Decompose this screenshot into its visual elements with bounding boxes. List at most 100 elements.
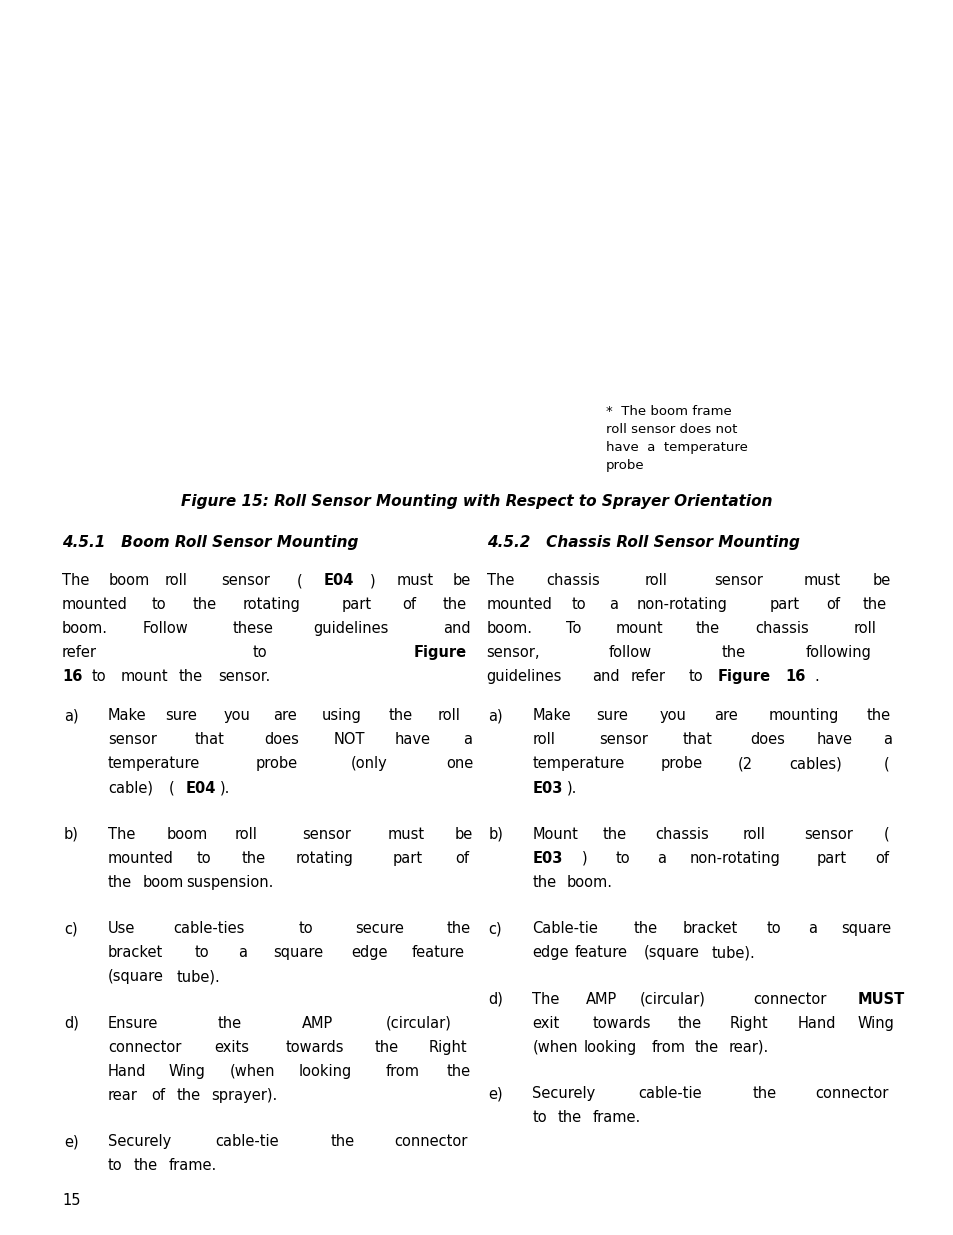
Text: following: following (804, 645, 870, 661)
Text: (when: (when (532, 1040, 578, 1055)
Text: be: be (455, 827, 473, 842)
Text: (square: (square (108, 969, 164, 984)
Text: mounted: mounted (486, 597, 552, 613)
Text: connector: connector (814, 1087, 887, 1102)
Text: to: to (298, 921, 313, 936)
Text: be: be (453, 573, 471, 588)
Text: chassis: chassis (655, 827, 709, 842)
Text: using: using (321, 709, 361, 724)
Text: ).: ). (220, 781, 231, 795)
Text: roll: roll (234, 827, 257, 842)
Text: feature: feature (575, 946, 627, 961)
Text: to: to (253, 645, 267, 661)
Text: MUST: MUST (857, 992, 904, 1007)
Text: the: the (193, 597, 216, 613)
Text: temperature: temperature (108, 756, 200, 772)
Text: The: The (108, 827, 135, 842)
Text: must: must (802, 573, 840, 588)
Text: (when: (when (229, 1065, 274, 1079)
Text: e): e) (488, 1087, 502, 1102)
Text: (square: (square (642, 946, 699, 961)
Text: Securely: Securely (532, 1087, 595, 1102)
Text: roll: roll (742, 827, 765, 842)
Text: boom.: boom. (566, 876, 612, 890)
Text: the: the (694, 1040, 718, 1055)
Text: a: a (608, 597, 618, 613)
Text: the: the (446, 921, 470, 936)
Text: 16: 16 (784, 669, 804, 684)
Text: Hand: Hand (108, 1065, 146, 1079)
Text: E03: E03 (532, 851, 562, 866)
Text: a: a (237, 946, 247, 961)
Text: rotating: rotating (242, 597, 300, 613)
Text: mounted: mounted (62, 597, 128, 613)
Text: from: from (651, 1040, 685, 1055)
Text: ).: ). (566, 781, 577, 795)
Text: to: to (615, 851, 629, 866)
Text: towards: towards (592, 1016, 650, 1031)
Text: edge: edge (532, 946, 568, 961)
Text: Cable-tie: Cable-tie (532, 921, 598, 936)
Text: tube).: tube). (711, 946, 755, 961)
Text: (: ( (296, 573, 302, 588)
Text: frame.: frame. (169, 1158, 216, 1173)
Text: a): a) (64, 709, 78, 724)
Text: AMP: AMP (301, 1016, 333, 1031)
Text: sensor: sensor (220, 573, 270, 588)
Text: to: to (91, 669, 106, 684)
Text: (: ( (882, 756, 888, 772)
Text: cable): cable) (108, 781, 152, 795)
Text: square: square (840, 921, 890, 936)
Text: ): ) (369, 573, 375, 588)
Text: looking: looking (583, 1040, 637, 1055)
Text: the: the (862, 597, 886, 613)
Text: the: the (442, 597, 467, 613)
Text: square: square (273, 946, 322, 961)
Text: Figure: Figure (414, 645, 466, 661)
Text: feature: feature (411, 946, 464, 961)
Text: the: the (108, 876, 132, 890)
Text: guidelines: guidelines (486, 669, 561, 684)
Text: rear: rear (108, 1088, 137, 1103)
Text: the: the (179, 669, 203, 684)
Text: of: of (455, 851, 469, 866)
Text: of: of (151, 1088, 165, 1103)
Text: roll: roll (437, 709, 460, 724)
Text: Mount: Mount (532, 827, 578, 842)
Text: Ensure: Ensure (108, 1016, 158, 1031)
Text: secure: secure (355, 921, 404, 936)
Text: rotating: rotating (295, 851, 353, 866)
Text: cable-tie: cable-tie (638, 1087, 700, 1102)
Text: probe: probe (660, 756, 702, 772)
Text: The: The (486, 573, 514, 588)
Text: to: to (196, 851, 211, 866)
Text: (: ( (169, 781, 174, 795)
Text: be: be (872, 573, 890, 588)
Text: the: the (865, 709, 889, 724)
Text: the: the (678, 1016, 701, 1031)
Text: the: the (177, 1088, 201, 1103)
Text: probe: probe (255, 756, 297, 772)
Text: E04: E04 (323, 573, 354, 588)
Text: refer: refer (630, 669, 665, 684)
Text: towards: towards (285, 1040, 344, 1055)
Text: a: a (807, 921, 816, 936)
Text: The: The (532, 992, 559, 1007)
Text: chassis: chassis (754, 621, 808, 636)
Text: a: a (882, 732, 891, 747)
Text: the: the (330, 1135, 355, 1150)
Text: are: are (273, 709, 296, 724)
Text: AMP: AMP (585, 992, 617, 1007)
Text: 4.5.2   Chassis Roll Sensor Mounting: 4.5.2 Chassis Roll Sensor Mounting (486, 535, 799, 550)
Text: NOT: NOT (333, 732, 364, 747)
Text: from: from (385, 1065, 419, 1079)
Text: to: to (688, 669, 702, 684)
Text: sure: sure (595, 709, 627, 724)
Text: Wing: Wing (169, 1065, 205, 1079)
Text: (only: (only (351, 756, 387, 772)
Text: the: the (558, 1110, 581, 1125)
Text: a: a (656, 851, 665, 866)
Text: Wing: Wing (857, 1016, 894, 1031)
Text: d): d) (488, 992, 503, 1007)
Text: part: part (392, 851, 422, 866)
